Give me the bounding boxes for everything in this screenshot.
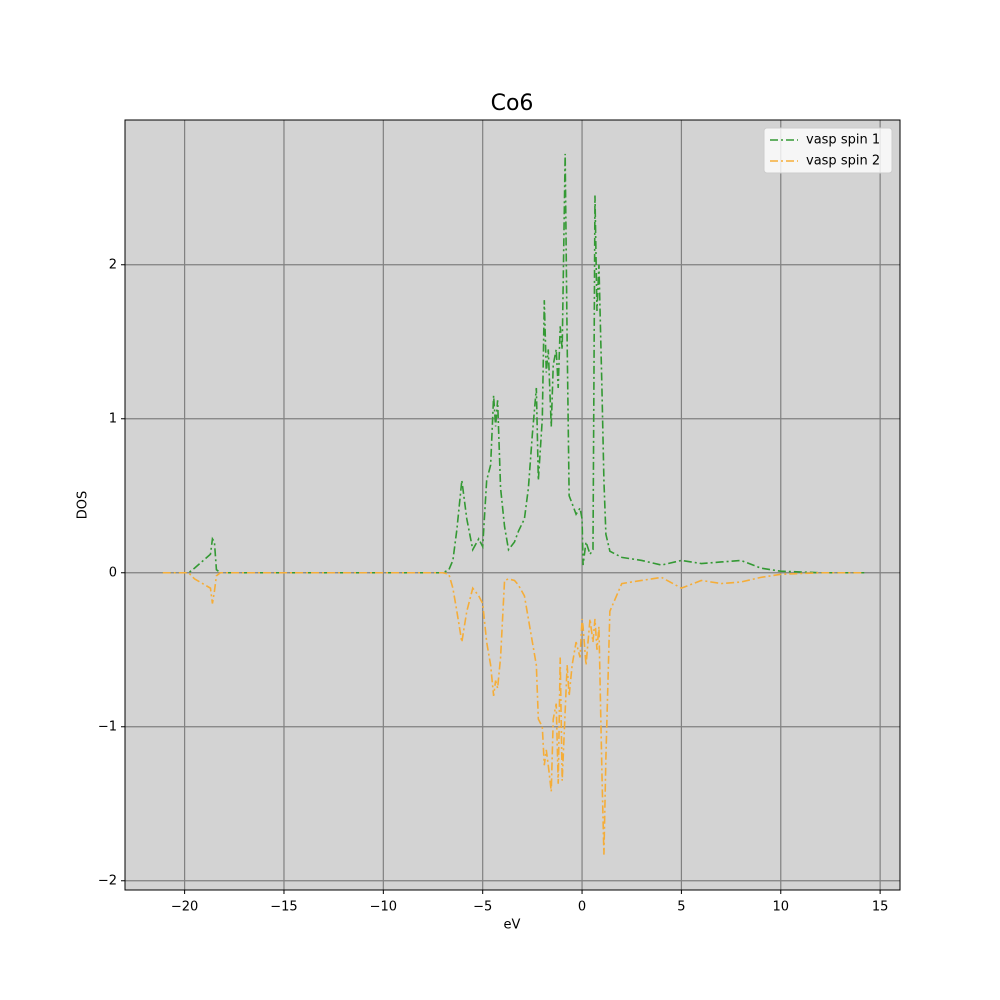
series-line	[162, 571, 865, 855]
x-tick-label: −5	[473, 900, 492, 915]
legend-box	[763, 127, 893, 174]
legend-label: vasp spin 2	[806, 154, 880, 169]
y-tick-label: 1	[109, 411, 117, 426]
x-tick-label: 5	[677, 900, 685, 915]
y-axis-label: DOS	[76, 491, 91, 520]
x-tick-label: −20	[171, 900, 198, 915]
y-tick-label: −2	[98, 873, 117, 888]
y-tick-label: −1	[98, 719, 117, 734]
legend-label: vasp spin 1	[806, 133, 880, 148]
x-tick-label: −10	[370, 900, 397, 915]
plot-area	[125, 120, 900, 890]
x-axis-label: eV	[504, 918, 521, 933]
x-tick-label: −15	[270, 900, 297, 915]
series-line	[162, 153, 865, 574]
y-tick-label: 0	[109, 565, 117, 580]
x-tick-label: 0	[578, 900, 586, 915]
y-tick-label: 2	[109, 257, 117, 272]
x-tick-label: 10	[772, 900, 789, 915]
chart-title: Co6	[491, 91, 534, 116]
x-tick-label: 15	[872, 900, 889, 915]
plot-frame	[124, 119, 901, 891]
